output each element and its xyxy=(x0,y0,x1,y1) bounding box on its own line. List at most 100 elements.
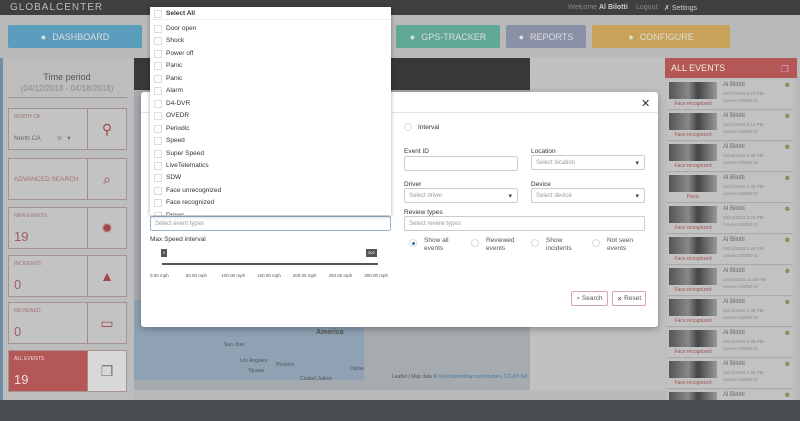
event-type-option[interactable]: Super Speed xyxy=(150,148,391,160)
event-type-option[interactable]: D4-DVR xyxy=(150,98,391,110)
location-select[interactable]: North CA ⊗ ▾ xyxy=(14,134,70,142)
driver-icon[interactable]: ⚉ xyxy=(784,238,790,244)
event-type-option[interactable]: Periodic xyxy=(150,123,391,135)
speed-slider-track[interactable] xyxy=(162,263,378,265)
event-id-input[interactable] xyxy=(404,156,518,171)
event-thumbnail[interactable] xyxy=(669,113,717,130)
attribution-link[interactable]: OpenStreetMap contributors, CC-BY-SA xyxy=(438,374,528,380)
nav-button[interactable]: ● REPORTS xyxy=(506,25,586,48)
driver-icon[interactable]: ⚉ xyxy=(784,300,790,306)
event-type-option[interactable]: Drows xyxy=(150,210,391,215)
search-button[interactable]: ⌕ Search xyxy=(571,291,608,306)
select-all-option[interactable]: Select All xyxy=(150,8,391,21)
review-filter-radio[interactable] xyxy=(409,239,417,247)
checkbox[interactable] xyxy=(154,62,162,71)
event-list-item[interactable]: Face recognized Al Bilotti 04/13/2018 2:… xyxy=(667,297,793,327)
checkbox[interactable] xyxy=(154,161,162,170)
checkbox[interactable] xyxy=(154,87,162,96)
event-list-item[interactable]: Face recognized Al Bilotti 04/13/2018 1:… xyxy=(667,359,793,389)
driver-icon[interactable]: ⚉ xyxy=(784,176,790,182)
event-type-option[interactable]: Alarm xyxy=(150,85,391,97)
event-thumbnail[interactable] xyxy=(669,361,717,378)
driver-select[interactable]: Select driver xyxy=(404,188,518,203)
event-type-option[interactable]: Speed xyxy=(150,135,391,147)
event-thumbnail[interactable] xyxy=(669,144,717,161)
event-list-item[interactable]: Panic Al Bilotti 04/14/2018 2:34 PM Leno… xyxy=(667,173,793,203)
all-events-card[interactable]: ALL EVENTS 19 ❐ xyxy=(8,350,127,392)
location-select[interactable]: Select location xyxy=(531,155,645,170)
event-thumbnail[interactable] xyxy=(669,206,717,223)
search-icon[interactable]: ⌕ xyxy=(103,170,111,187)
event-thumbnail[interactable] xyxy=(669,175,717,192)
advanced-search-card[interactable]: ADVANCED SEARCH ⌕ xyxy=(8,158,127,200)
driver-icon[interactable]: ⚉ xyxy=(784,83,790,89)
incidents-card[interactable]: INCIDENTS 0 ▲ xyxy=(8,255,127,297)
close-icon[interactable]: ✕ xyxy=(641,98,651,110)
map-pin-icon[interactable]: ⚲ xyxy=(101,120,113,137)
driver-icon[interactable]: ⚉ xyxy=(784,114,790,120)
reviewed-card[interactable]: REVIEWED 0 ▭ xyxy=(8,302,127,344)
review-filter-radio[interactable] xyxy=(471,239,479,247)
event-list-item[interactable]: Face recognized Al Bilotti 04/13/2018 2:… xyxy=(667,328,793,358)
event-type-option[interactable]: Power off xyxy=(150,48,391,60)
event-thumbnail[interactable] xyxy=(669,268,717,285)
nav-button[interactable]: ● DASHBOARD xyxy=(8,25,142,48)
event-type-option[interactable]: Face recognized xyxy=(150,197,391,209)
checkbox[interactable] xyxy=(154,25,162,33)
speed-slider-min-handle[interactable]: 0 xyxy=(161,249,168,257)
review-filter-radio[interactable] xyxy=(531,239,539,247)
event-type-option[interactable]: Panic xyxy=(150,73,391,85)
checkbox[interactable] xyxy=(154,124,162,133)
device-select[interactable]: Select device xyxy=(531,188,645,203)
event-list-item[interactable]: Face recognized Al Bilotti 04/14/2018 1:… xyxy=(667,235,793,265)
checkbox[interactable] xyxy=(154,199,162,208)
event-list-item[interactable]: Face recognized Al Bilotti 04/17/2018 3:… xyxy=(667,111,793,141)
event-type-option[interactable]: SDW xyxy=(150,172,391,184)
settings-link[interactable]: ✗ Settings xyxy=(664,4,697,12)
event-type-option[interactable]: LiveTelematics xyxy=(150,160,391,172)
folders-icon[interactable]: ❐ xyxy=(780,64,789,74)
reset-button[interactable]: ✕ Reset xyxy=(612,291,646,306)
driver-icon[interactable]: ⚉ xyxy=(784,362,790,368)
interval-radio[interactable] xyxy=(404,123,412,131)
checkbox[interactable] xyxy=(154,137,162,146)
driver-icon[interactable]: ⚉ xyxy=(784,207,790,213)
event-list-item[interactable]: Face recognized Al Bilotti 04/14/2018 11… xyxy=(667,266,793,296)
clear-icon[interactable]: ⊗ xyxy=(56,135,63,142)
event-type-option[interactable]: OVEDR xyxy=(150,110,391,122)
checkbox[interactable] xyxy=(154,174,162,183)
event-thumbnail[interactable] xyxy=(669,330,717,347)
event-list-item[interactable]: Face recognized Al Bilotti 04/15/2018 1:… xyxy=(667,142,793,172)
event-type-option[interactable]: Shock xyxy=(150,35,391,47)
checkbox[interactable] xyxy=(154,99,162,108)
driver-icon[interactable]: ⚉ xyxy=(784,145,790,151)
checkbox[interactable] xyxy=(154,37,162,46)
new-events-card[interactable]: NEW EVENTS 19 ✹ xyxy=(8,207,127,249)
event-list-item[interactable]: Face recognized Al Bilotti 04/17/2018 5:… xyxy=(667,80,793,110)
nav-button[interactable]: ● CONFIGURE xyxy=(592,25,730,48)
checkbox[interactable] xyxy=(154,186,162,195)
checkbox[interactable] xyxy=(154,10,162,18)
event-thumbnail[interactable] xyxy=(669,82,717,99)
checkbox[interactable] xyxy=(154,49,162,58)
event-type-option[interactable]: Door open xyxy=(150,23,391,35)
event-thumbnail[interactable] xyxy=(669,237,717,254)
checkbox[interactable] xyxy=(154,112,162,121)
event-types-input[interactable]: Select event types xyxy=(150,216,391,231)
time-period-range[interactable]: (04/12/2018 - 04/18/2018) xyxy=(20,84,114,93)
logout-link[interactable]: Logout xyxy=(636,4,658,11)
checkbox[interactable] xyxy=(154,211,162,215)
speed-slider-max-handle[interactable]: 300 xyxy=(366,249,377,257)
review-types-input[interactable]: Select review types xyxy=(404,216,645,231)
nav-button[interactable]: ● GPS-TRACKER xyxy=(396,25,500,48)
review-filter-radio[interactable] xyxy=(592,239,600,247)
checkbox[interactable] xyxy=(154,149,162,158)
event-type-option[interactable]: Face unrecognized xyxy=(150,185,391,197)
driver-icon[interactable]: ⚉ xyxy=(784,331,790,337)
event-list-item[interactable]: Face recognized Al Bilotti 04/14/2018 2:… xyxy=(667,204,793,234)
checkbox[interactable] xyxy=(154,74,162,83)
chevron-down-icon[interactable]: ▾ xyxy=(67,135,71,142)
event-type-option[interactable]: Panic xyxy=(150,60,391,72)
driver-icon[interactable]: ⚉ xyxy=(784,269,790,275)
driver-icon[interactable]: ⚉ xyxy=(784,393,790,399)
